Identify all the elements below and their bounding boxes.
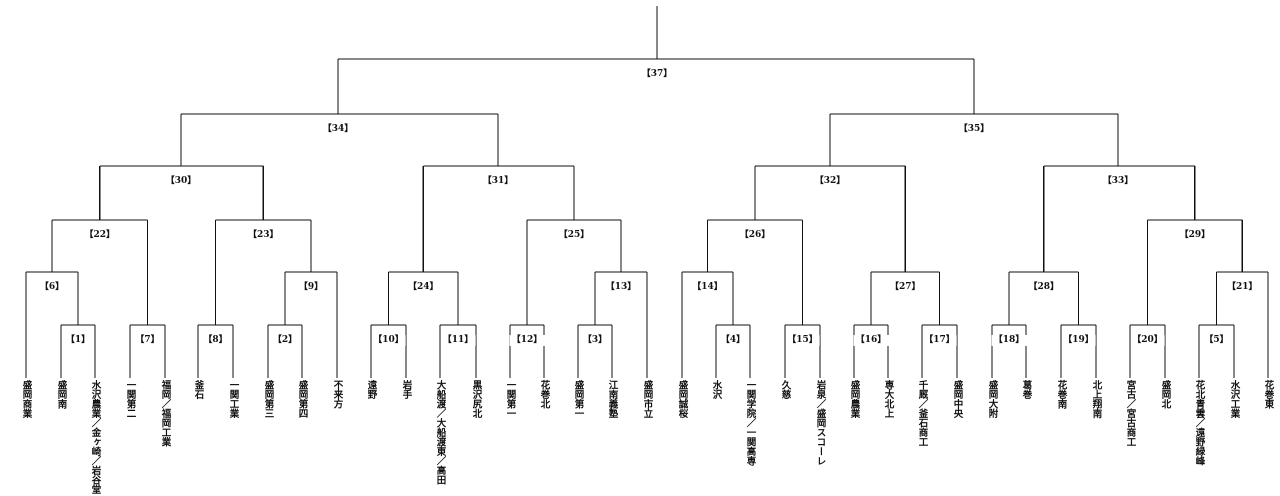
- match-label: 【32】: [812, 176, 848, 187]
- match-label: 【4】: [718, 335, 748, 346]
- team-label: 盛岡第三: [262, 380, 274, 418]
- match-label: 【3】: [580, 335, 610, 346]
- match-label: 【20】: [1130, 335, 1165, 346]
- match-label: 【6】: [37, 282, 67, 293]
- match-label: 【1】: [63, 335, 93, 346]
- match-label: 【29】: [1177, 230, 1213, 241]
- team-label: 黒沢尻北: [470, 380, 482, 418]
- team-label: 水沢: [710, 380, 722, 399]
- team-label: 水沢工業: [1228, 380, 1240, 418]
- match-label: 【16】: [853, 335, 889, 346]
- team-label: 盛岡農業: [848, 380, 860, 418]
- match-label: 【13】: [603, 282, 639, 293]
- match-label: 【5】: [1202, 335, 1231, 346]
- match-label: 【25】: [556, 230, 592, 241]
- team-label: 盛岡大附: [986, 380, 998, 418]
- team-label: 千厩／釜石商工: [916, 380, 928, 447]
- team-label: 北上翔南: [1090, 380, 1102, 418]
- match-label: 【18】: [991, 335, 1027, 346]
- match-label: 【37】: [639, 69, 675, 80]
- match-label: 【2】: [270, 335, 300, 346]
- match-label: 【27】: [887, 282, 923, 293]
- team-label: 遠野: [365, 380, 377, 399]
- match-label: 【11】: [440, 335, 476, 346]
- match-label: 【14】: [690, 282, 725, 293]
- team-label: 久慈: [779, 380, 791, 399]
- team-label: 一関学院／一関高専: [744, 380, 756, 466]
- team-label: 一関工業: [227, 380, 239, 418]
- team-label: 花北青雲／遠野緑峰: [1193, 380, 1205, 466]
- team-label: 盛岡商業: [20, 380, 32, 418]
- team-label: 盛岡誠桜: [676, 380, 688, 418]
- team-label: 盛岡中央: [951, 380, 963, 418]
- match-label: 【31】: [480, 176, 516, 187]
- match-label: 【8】: [201, 335, 230, 346]
- team-label: 盛岡北: [1159, 380, 1171, 409]
- team-label: 福岡／福岡工業: [159, 380, 171, 447]
- match-label: 【22】: [82, 230, 118, 241]
- match-label: 【7】: [133, 335, 162, 346]
- team-label: 盛岡南: [55, 380, 67, 409]
- match-label: 【30】: [163, 176, 199, 187]
- team-label: 岩泉／盛岡スコーレ: [814, 380, 826, 466]
- team-label: 盛岡第四: [296, 380, 308, 418]
- team-label: 盛岡市立: [641, 380, 653, 418]
- team-label: 葛巻: [1020, 380, 1032, 399]
- team-label: 江南義塾: [606, 380, 618, 418]
- team-label: 宮古／宮古商工: [1124, 380, 1136, 447]
- team-label: 大船渡／大船渡東／高田: [434, 380, 446, 485]
- match-label: 【35】: [956, 124, 992, 135]
- match-label: 【9】: [296, 282, 326, 293]
- match-label: 【21】: [1224, 282, 1260, 293]
- team-label: 不来方: [331, 380, 343, 409]
- match-label: 【23】: [245, 230, 281, 241]
- match-label: 【19】: [1061, 335, 1096, 346]
- match-label: 【33】: [1100, 176, 1136, 187]
- team-label: 花巻東: [1262, 380, 1274, 409]
- match-label: 【28】: [1026, 282, 1062, 293]
- team-label: 専大北上: [882, 380, 894, 418]
- match-label: 【15】: [785, 335, 820, 346]
- match-label: 【10】: [371, 335, 406, 346]
- match-label: 【26】: [737, 230, 773, 241]
- team-label: 釜石: [192, 380, 204, 399]
- team-label: 岩手: [400, 380, 412, 399]
- team-label: 水沢農業／金ヶ崎／岩谷堂: [89, 380, 101, 494]
- team-label: 花巻北: [538, 380, 550, 409]
- team-label: 一関第一: [504, 380, 516, 418]
- team-label: 一関第二: [124, 380, 136, 418]
- team-label: 盛岡第一: [572, 380, 584, 418]
- match-label: 【24】: [405, 282, 441, 293]
- match-label: 【34】: [320, 124, 356, 135]
- team-label: 花巻南: [1055, 380, 1067, 409]
- match-label: 【12】: [509, 335, 545, 346]
- match-label: 【17】: [922, 335, 957, 346]
